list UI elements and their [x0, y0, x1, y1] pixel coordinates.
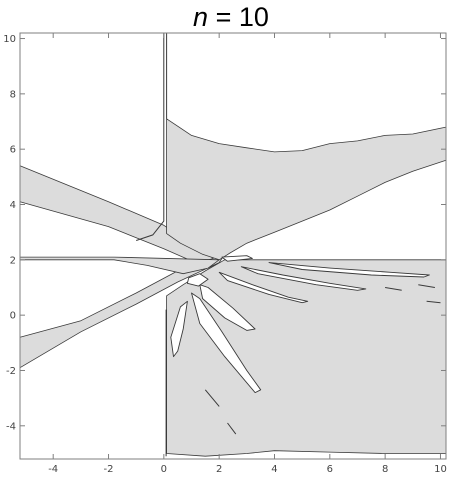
x-tick-label: 4 [271, 464, 277, 475]
title-variable: n [193, 2, 209, 32]
curve-dash-5 [426, 300, 441, 304]
title-value: 10 [238, 2, 269, 32]
hole-finger-6 [268, 262, 430, 278]
holes-layer [170, 255, 430, 394]
y-tick-label: 4 [10, 200, 16, 211]
hole-finger-3 [199, 284, 256, 331]
x-tick-label: 10 [434, 464, 447, 475]
region-left-horizontal-band [19, 256, 220, 275]
hole-finger-1 [170, 300, 188, 358]
y-tick-label: 0 [10, 311, 16, 322]
hole-small-near-origin [186, 273, 209, 287]
x-tick-label: 8 [382, 464, 388, 475]
hole-near-center-slit [221, 255, 253, 262]
title-equals: = [215, 2, 232, 32]
x-tick-label: -4 [48, 464, 58, 475]
y-tick-label: -2 [6, 366, 16, 377]
regions-layer [19, 118, 447, 457]
region-lower-right-region [166, 259, 447, 457]
x-tick-label: -2 [104, 464, 114, 475]
x-tick-label: 6 [327, 464, 333, 475]
hole-finger-4 [218, 271, 309, 304]
region-upper-center-region [166, 118, 447, 261]
y-tick-label: 10 [3, 34, 16, 45]
curves-layer [136, 33, 441, 457]
x-tick-label: 0 [161, 464, 167, 475]
y-tick-label: 6 [10, 145, 16, 156]
y-tick-label: 8 [10, 89, 16, 100]
curve-dash-1 [204, 389, 220, 407]
y-tick-label: 2 [10, 255, 16, 266]
curve-dash-4 [418, 284, 435, 288]
hole-finger-2 [191, 292, 262, 394]
plot-frame [19, 32, 447, 460]
curve-vertical-boundary-left [136, 33, 165, 241]
hole-finger-5 [240, 266, 367, 291]
chart-title: n = 10 [0, 2, 462, 32]
ticks-layer: -4 -2 0 2 4 6 8 10 -4 -2 0 2 4 6 8 10 [3, 33, 447, 475]
curve-dash-3 [385, 287, 402, 291]
y-tick-label: -4 [6, 421, 16, 432]
curve-dash-2 [227, 422, 237, 435]
x-tick-label: 2 [216, 464, 222, 475]
